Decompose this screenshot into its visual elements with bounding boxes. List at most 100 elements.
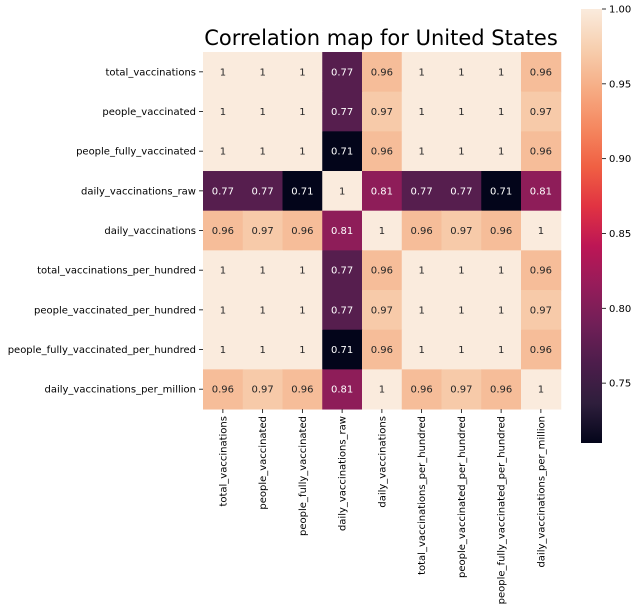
- cell-annotation: 0.97: [371, 305, 393, 316]
- heatmap-cell: [481, 171, 522, 212]
- y-tick-label: daily_vaccinations_raw: [81, 186, 196, 197]
- heatmap-cell: [521, 52, 562, 93]
- cell-annotation: 0.71: [331, 147, 353, 158]
- heatmap-cell: [401, 290, 442, 331]
- heatmap-cell: [441, 210, 482, 251]
- heatmap-cell: [322, 369, 363, 410]
- heatmap-cell: [441, 369, 482, 410]
- cell-annotation: 1: [299, 266, 305, 277]
- heatmap-cell: [362, 329, 403, 370]
- cell-annotation: 1: [458, 345, 464, 356]
- cell-annotation: 1: [220, 107, 226, 118]
- cell-annotation: 1: [379, 385, 385, 396]
- cell-annotation: 0.81: [530, 186, 552, 197]
- cell-annotation: 1: [538, 385, 544, 396]
- cell-annotation: 0.96: [291, 226, 313, 237]
- cell-annotation: 1: [299, 147, 305, 158]
- cell-annotation: 1: [220, 305, 226, 316]
- heatmap-cell: [203, 329, 244, 370]
- heatmap-cell: [362, 210, 403, 251]
- cell-annotation: 1: [498, 266, 504, 277]
- cell-annotation: 0.97: [450, 226, 472, 237]
- cell-annotation: 0.71: [291, 186, 313, 197]
- y-tick-label: total_vaccinations_per_hundred: [37, 266, 196, 277]
- cell-annotation: 0.97: [530, 305, 552, 316]
- heatmap-cell: [282, 329, 323, 370]
- cell-annotation: 1: [418, 147, 424, 158]
- cell-annotation: 1: [339, 186, 345, 197]
- heatmap-cell: [242, 131, 283, 172]
- cell-annotation: 0.97: [371, 107, 393, 118]
- cell-annotation: 0.96: [371, 147, 393, 158]
- heatmap-cell: [282, 131, 323, 172]
- x-tick-label: daily_vaccinations_per_million: [536, 416, 547, 568]
- cell-annotation: 1: [498, 67, 504, 78]
- cell-annotation: 1: [418, 107, 424, 118]
- heatmap-cell: [481, 131, 522, 172]
- cell-annotation: 1: [538, 226, 544, 237]
- heatmap-cell: [282, 369, 323, 410]
- heatmap-cell: [441, 250, 482, 291]
- y-tick-label: total_vaccinations: [105, 67, 196, 78]
- heatmap-cell: [521, 250, 562, 291]
- chart-title: Correlation map for United States: [204, 26, 558, 50]
- heatmap-cell: [362, 91, 403, 132]
- heatmap-cell: [242, 290, 283, 331]
- heatmap-cell: [203, 131, 244, 172]
- heatmap-cell: [203, 91, 244, 132]
- y-tick-label: people_fully_vaccinated_per_hundred: [8, 345, 196, 356]
- cell-annotation: 1: [220, 147, 226, 158]
- heatmap-cell: [322, 329, 363, 370]
- cell-annotation: 1: [220, 345, 226, 356]
- heatmap-cell: [282, 250, 323, 291]
- y-tick-label: people_fully_vaccinated: [76, 147, 196, 158]
- cell-annotation: 0.97: [251, 226, 273, 237]
- heatmap-cell: [242, 250, 283, 291]
- y-tick-label: people_vaccinated: [102, 107, 196, 118]
- x-tick-label: people_fully_vaccinated_per_hundred: [497, 416, 508, 604]
- cell-annotation: 0.81: [331, 385, 353, 396]
- heatmap-cell: [362, 250, 403, 291]
- colorbar-gradient: [581, 9, 602, 443]
- y-tick-label: daily_vaccinations: [104, 226, 196, 237]
- cell-annotation: 1: [418, 67, 424, 78]
- heatmap-cell: [203, 369, 244, 410]
- heatmap-cell: [481, 52, 522, 93]
- heatmap-cell: [322, 91, 363, 132]
- cell-annotation: 0.96: [212, 226, 234, 237]
- heatmap-cell: [481, 250, 522, 291]
- heatmap-cell: [242, 171, 283, 212]
- cell-annotation: 1: [458, 266, 464, 277]
- cell-annotation: 1: [220, 67, 226, 78]
- cell-annotation: 1: [498, 147, 504, 158]
- cell-annotation: 0.96: [490, 385, 512, 396]
- x-tick-label: people_vaccinated_per_hundred: [457, 416, 468, 578]
- heatmap-cell: [401, 329, 442, 370]
- cell-annotation: 0.77: [410, 186, 432, 197]
- heatmap-cell: [322, 290, 363, 331]
- cell-annotation: 1: [458, 305, 464, 316]
- heatmap-cell: [242, 329, 283, 370]
- cell-annotation: 1: [220, 266, 226, 277]
- colorbar-tick-label: 0.80: [609, 304, 631, 315]
- heatmap-cell: [441, 171, 482, 212]
- cell-annotation: 1: [259, 266, 265, 277]
- cell-annotation: 1: [498, 345, 504, 356]
- heatmap-cells: [203, 52, 562, 410]
- heatmap-cell: [401, 369, 442, 410]
- heatmap-cell: [362, 369, 403, 410]
- heatmap-cell: [441, 290, 482, 331]
- cell-annotation: 0.96: [291, 385, 313, 396]
- y-tick-label: daily_vaccinations_per_million: [44, 385, 196, 396]
- cell-annotation: 1: [259, 305, 265, 316]
- heatmap-cell: [322, 250, 363, 291]
- cell-annotation: 0.77: [331, 266, 353, 277]
- heatmap-cell: [242, 210, 283, 251]
- cell-annotation: 1: [418, 305, 424, 316]
- heatmap-cell: [441, 52, 482, 93]
- heatmap-cell: [521, 290, 562, 331]
- heatmap-cell: [322, 52, 363, 93]
- colorbar-tick-label: 0.90: [609, 154, 631, 165]
- cell-annotation: 0.97: [450, 385, 472, 396]
- cell-annotation: 0.77: [450, 186, 472, 197]
